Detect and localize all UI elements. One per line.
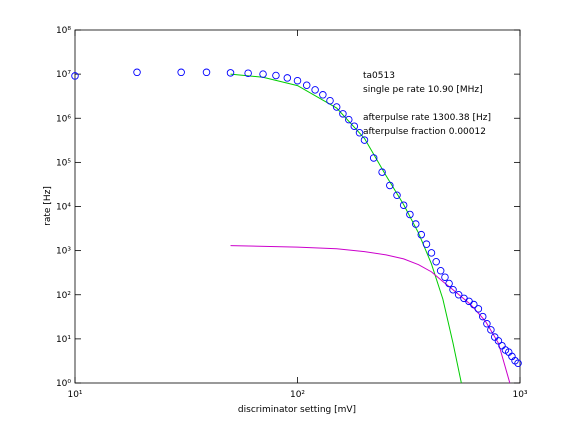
- x-tick-label: 10²: [290, 390, 305, 400]
- data-point: [177, 68, 185, 77]
- y-tick-label: 10¹: [56, 335, 71, 345]
- data-point: [332, 103, 341, 111]
- data-point: [470, 300, 478, 309]
- data-point: [483, 320, 491, 328]
- data-point: [378, 168, 386, 176]
- x-tick-label: 10¹: [67, 390, 82, 400]
- data-point: [449, 285, 457, 294]
- data-point: [369, 154, 378, 162]
- data-point: [406, 210, 414, 219]
- data-point: [393, 191, 401, 199]
- y-tick-label: 10⁴: [56, 203, 71, 213]
- data-point: [494, 337, 503, 345]
- data-point: [244, 69, 252, 77]
- data-point: [514, 359, 522, 368]
- x-axis-label: discriminator setting [mV]: [238, 405, 356, 415]
- data-point: [360, 136, 369, 144]
- y-tick-label: 10⁵: [56, 158, 71, 168]
- data-point: [412, 220, 420, 228]
- data-point: [436, 266, 445, 275]
- data-point: [226, 69, 235, 77]
- y-tick-label: 10⁸: [56, 26, 71, 36]
- annotation: ta0513: [363, 71, 395, 81]
- data-point: [474, 305, 483, 313]
- data-point: [487, 326, 495, 334]
- fit-line: [230, 245, 511, 384]
- data-point: [133, 68, 141, 77]
- y-tick-label: 10⁰: [56, 379, 71, 389]
- data-point: [417, 230, 426, 239]
- data-point: [432, 257, 440, 266]
- data-point: [319, 91, 327, 99]
- y-tick-label: 10⁶: [56, 114, 71, 124]
- data-point: [454, 291, 463, 299]
- data-point: [386, 181, 394, 190]
- annotation: afterpulse rate 1300.38 [Hz]: [363, 113, 491, 123]
- x-tick-label: 10³: [512, 390, 527, 400]
- data-point: [283, 74, 292, 82]
- data-point: [311, 86, 319, 94]
- data-point: [399, 201, 408, 209]
- data-point: [326, 96, 334, 105]
- data-point: [445, 279, 453, 288]
- y-axis-label: rate [Hz]: [43, 186, 53, 226]
- annotation: single pe rate 10.90 [MHz]: [363, 85, 483, 95]
- data-point: [272, 71, 280, 80]
- data-point: [293, 76, 302, 85]
- data-point: [427, 249, 436, 257]
- y-tick-label: 10⁷: [56, 70, 71, 80]
- data-point: [441, 273, 449, 281]
- data-point: [478, 312, 487, 321]
- data-point: [71, 72, 79, 80]
- y-tick-label: 10²: [56, 291, 71, 301]
- fit-line: [230, 73, 462, 384]
- data-point: [259, 70, 267, 78]
- data-point: [350, 122, 359, 130]
- data-point: [345, 115, 353, 124]
- data-point: [422, 240, 431, 248]
- annotation: afterpulse fraction 0.00012: [363, 127, 486, 137]
- data-point: [355, 128, 364, 137]
- data-point: [302, 81, 311, 89]
- y-tick-label: 10³: [56, 247, 71, 257]
- data-point: [202, 68, 211, 77]
- data-point: [339, 110, 347, 118]
